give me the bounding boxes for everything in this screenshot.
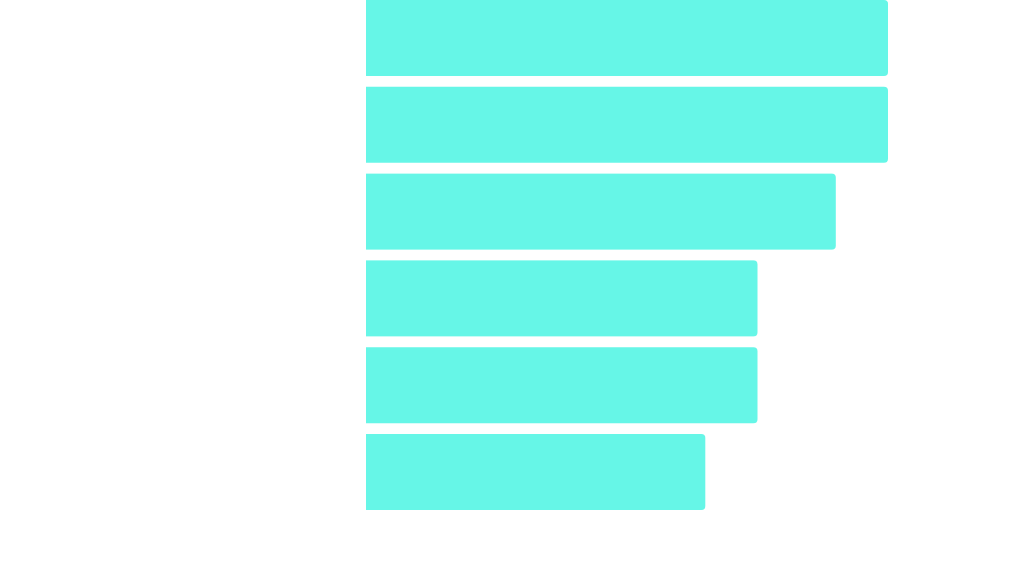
bar	[366, 347, 758, 424]
bar	[366, 260, 758, 337]
bar	[366, 86, 888, 163]
bar	[366, 434, 706, 510]
bar	[366, 173, 836, 250]
bar	[366, 0, 888, 76]
